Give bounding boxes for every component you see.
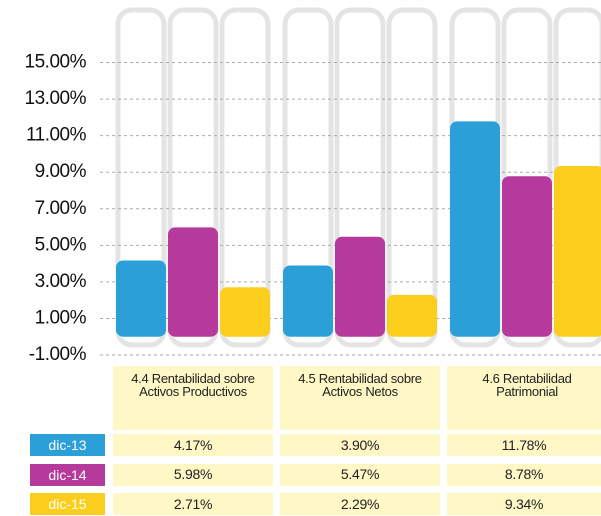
value-label: 11.78% — [447, 434, 601, 456]
bar — [450, 121, 500, 337]
value-label: 4.17% — [113, 434, 273, 456]
category-label: 4.4 Rentabilidad sobre Activos Productiv… — [113, 366, 273, 430]
y-tick-label: 1.00% — [35, 307, 87, 328]
y-tick-label: -1.00% — [29, 344, 87, 360]
y-tick-label: 9.00% — [35, 161, 87, 182]
value-label: 5.98% — [113, 463, 273, 486]
bar — [502, 176, 552, 337]
bar — [283, 265, 333, 337]
chart: -1.00% 1.00% 3.00% 5.00% 7.00% 9.00% 11.00% 13.… — [25, 7, 601, 360]
series-label: dic-13 — [30, 434, 105, 456]
series-label: dic-14 — [30, 463, 105, 486]
category-label: 4.5 Rentabilidad sobre Activos Netos — [280, 366, 440, 430]
bar — [554, 166, 601, 337]
y-tick-label: 5.00% — [35, 234, 87, 255]
bar — [116, 260, 166, 337]
bar — [220, 287, 270, 337]
value-label: 9.34% — [447, 493, 601, 515]
bar-background — [282, 7, 334, 348]
y-tick-label: 7.00% — [35, 198, 87, 219]
value-label: 5.47% — [280, 463, 440, 486]
value-label: 2.29% — [280, 493, 440, 515]
y-tick-label: 15.00% — [25, 52, 87, 73]
value-label: 3.90% — [280, 434, 440, 456]
bar — [335, 236, 385, 337]
bar — [387, 294, 437, 337]
y-tick-label: 13.00% — [25, 88, 87, 109]
bar — [168, 227, 218, 337]
category-label: 4.6 Rentabilidad Patrimonial — [447, 366, 601, 430]
y-tick-label: 3.00% — [35, 271, 87, 292]
value-label: 2.71% — [113, 493, 273, 515]
y-tick-label: 11.00% — [26, 125, 87, 146]
series-label: dic-15 — [30, 493, 105, 515]
value-label: 8.78% — [447, 463, 601, 486]
bar-background — [219, 7, 271, 348]
bar-background — [386, 7, 438, 348]
